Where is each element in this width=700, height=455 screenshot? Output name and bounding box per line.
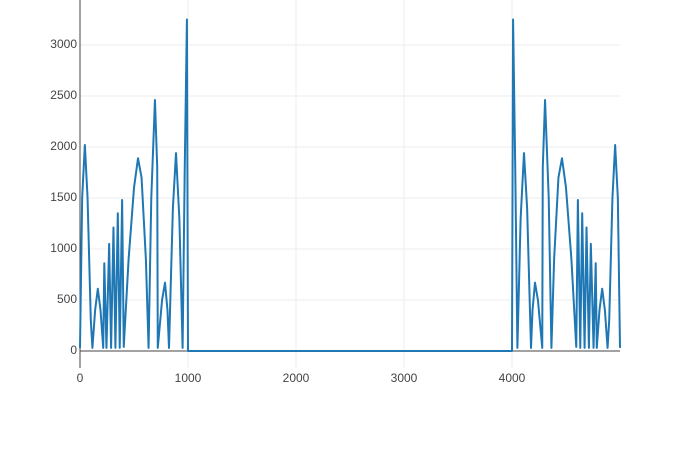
y-tick-label: 3000 [50, 37, 77, 51]
x-tick-label: 2000 [283, 371, 310, 385]
y-tick-label: 2500 [50, 88, 77, 102]
y-tick-label: 0 [70, 343, 77, 357]
y-tick-label: 1000 [50, 241, 77, 255]
x-tick-label: 1000 [175, 371, 202, 385]
y-tick-label: 500 [57, 292, 77, 306]
data-line [79, 18, 621, 352]
y-tick-label: 2000 [50, 139, 77, 153]
x-tick-label: 3000 [391, 371, 418, 385]
x-tick-label: 0 [77, 371, 84, 385]
x-tick-label: 4000 [499, 371, 526, 385]
y-tick-label: 1500 [50, 190, 77, 204]
